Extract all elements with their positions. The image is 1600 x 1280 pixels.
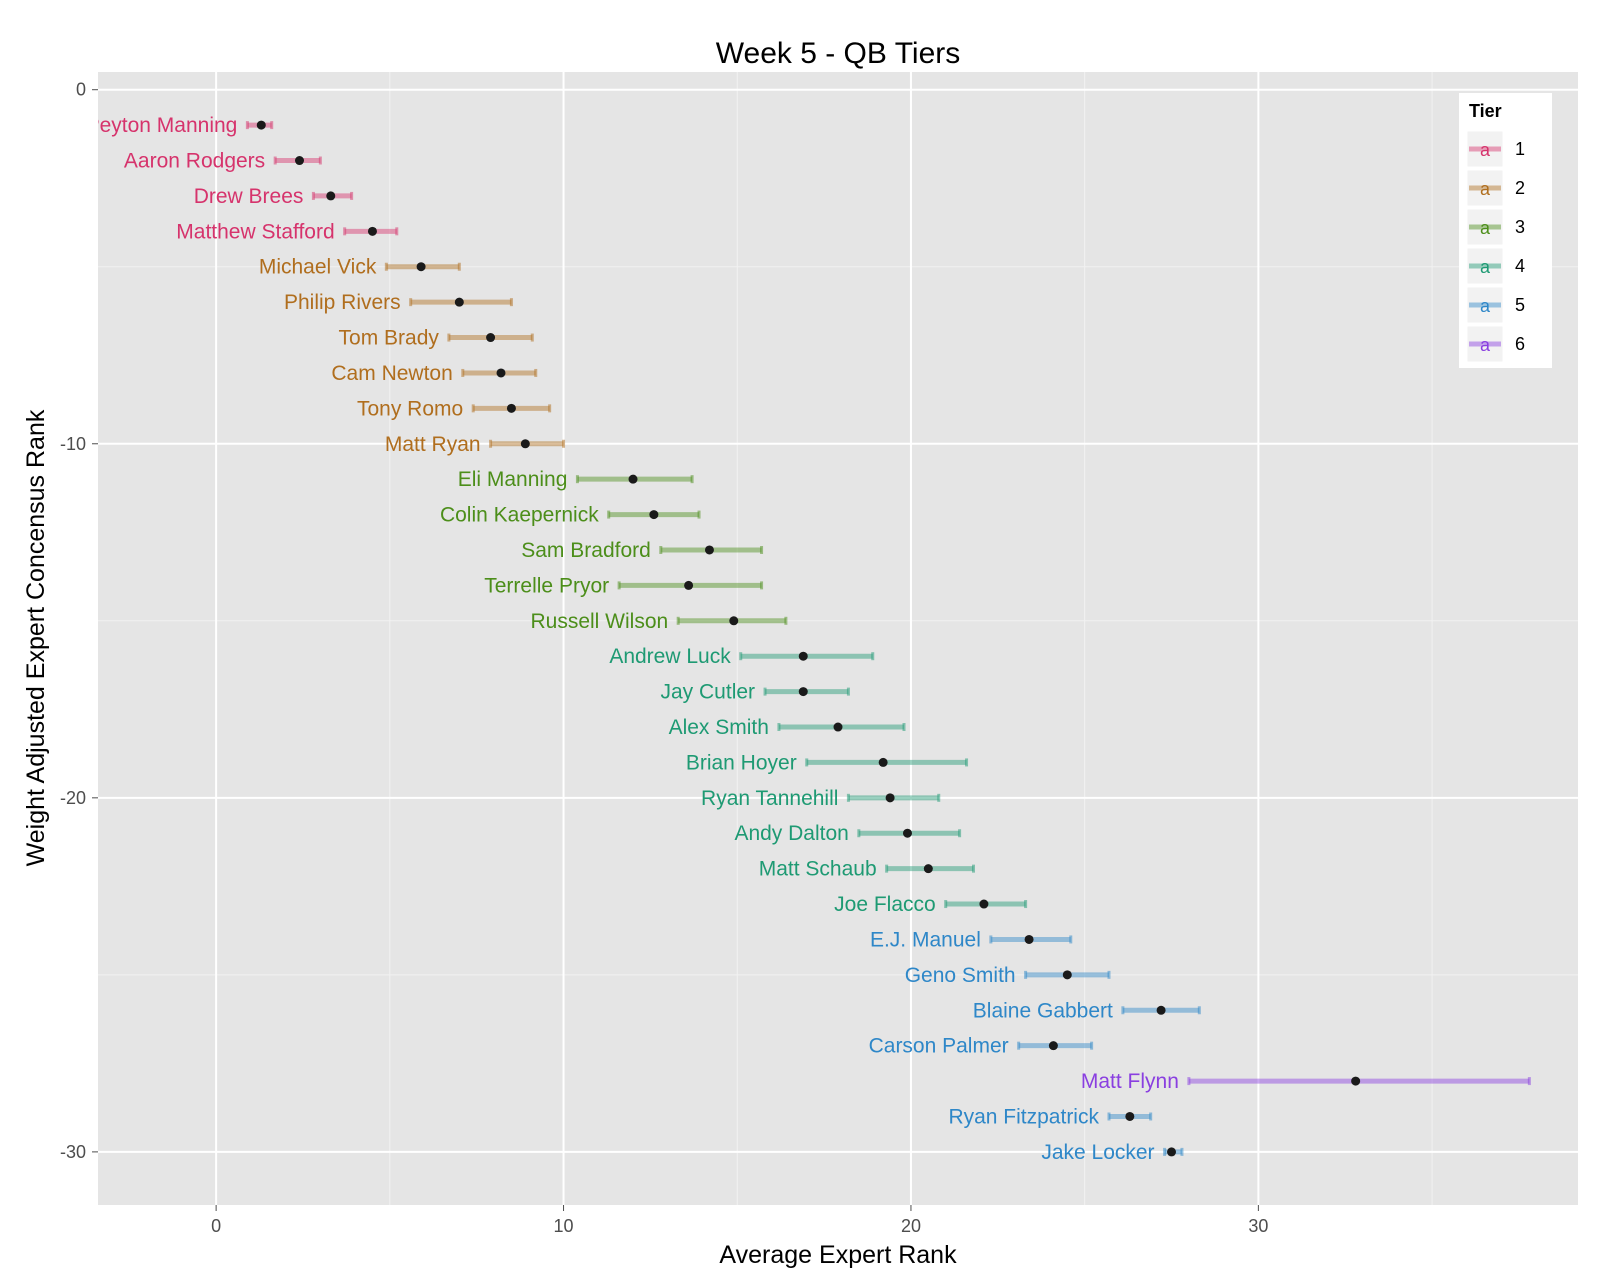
- player-label: Russell Wilson: [530, 610, 668, 633]
- player-label: Carson Palmer: [869, 1035, 1009, 1058]
- player-label: Aaron Rodgers: [124, 150, 265, 173]
- mean-points: [256, 120, 1361, 1157]
- mean-point: [684, 580, 694, 590]
- player-label: Geno Smith: [905, 964, 1016, 987]
- mean-point: [1062, 970, 1072, 980]
- mean-point: [367, 226, 377, 236]
- legend-title: Tier: [1469, 101, 1502, 121]
- mean-point: [256, 120, 266, 130]
- mean-point: [1125, 1111, 1135, 1121]
- player-label: Matt Flynn: [1081, 1070, 1179, 1093]
- legend-key: [1466, 286, 1504, 324]
- x-axis-title: Average Expert Rank: [719, 1241, 957, 1269]
- mean-point: [1351, 1076, 1361, 1086]
- player-label: Drew Brees: [194, 185, 304, 208]
- x-tick-label: 0: [211, 1216, 221, 1236]
- mean-point: [416, 262, 426, 272]
- legend-entry-label: 3: [1515, 217, 1525, 237]
- legend-key-letter: a: [1480, 218, 1491, 238]
- mean-point: [923, 864, 933, 874]
- y-tick-label: 0: [76, 80, 86, 100]
- chart-title: Week 5 - QB Tiers: [716, 37, 961, 70]
- player-label: Jay Cutler: [661, 681, 756, 704]
- legend-key: [1466, 325, 1504, 363]
- legend-key-letter: a: [1480, 296, 1491, 316]
- mean-point: [885, 793, 895, 803]
- x-axis: 0 10 20 30: [211, 1205, 1268, 1236]
- mean-point: [902, 828, 912, 838]
- legend-key: [1466, 169, 1504, 207]
- player-label: Sam Bradford: [521, 539, 651, 562]
- player-label: Ryan Fitzpatrick: [948, 1105, 1099, 1128]
- player-label: Tom Brady: [339, 327, 440, 350]
- y-tick-label: -10: [60, 434, 86, 454]
- player-label: Andrew Luck: [609, 645, 731, 668]
- mean-point: [1156, 1005, 1166, 1015]
- mean-point: [704, 545, 714, 555]
- mean-point: [506, 403, 516, 413]
- player-label: Peyton Manning: [86, 114, 238, 137]
- mean-point: [798, 651, 808, 661]
- player-label: Matt Schaub: [759, 858, 877, 881]
- player-label: Tony Romo: [357, 397, 463, 420]
- y-tick-label: -30: [60, 1142, 86, 1162]
- player-label: Ryan Tannehill: [701, 787, 838, 810]
- player-label: Michael Vick: [259, 256, 377, 279]
- mean-point: [729, 616, 739, 626]
- mean-point: [1167, 1147, 1177, 1157]
- x-tick-label: 10: [554, 1216, 574, 1236]
- player-label: Colin Kaepernick: [440, 504, 599, 527]
- legend-key-letter: a: [1480, 140, 1491, 160]
- player-label: Blaine Gabbert: [973, 999, 1113, 1022]
- player-label: Joe Flacco: [834, 893, 936, 916]
- legend-entry-label: 2: [1515, 178, 1525, 198]
- player-label: Cam Newton: [331, 362, 452, 385]
- y-axis: 0 -10 -20 -30: [60, 80, 98, 1162]
- legend-entry-label: 4: [1515, 256, 1525, 276]
- player-labels: Peyton Manning Aaron Rodgers Drew Brees Mat…: [86, 114, 1179, 1164]
- mean-point: [496, 368, 506, 378]
- player-label: Matt Ryan: [385, 433, 481, 456]
- player-label: E.J. Manuel: [870, 928, 981, 951]
- x-tick-label: 30: [1248, 1216, 1268, 1236]
- y-axis-title: Weight Adjusted Expert Concensus Rank: [22, 409, 50, 866]
- legend: Tier a 1 a 2 a 3 a 4 a 5 a 6: [1459, 93, 1552, 368]
- player-label: Andy Dalton: [734, 822, 848, 845]
- grid-major: [98, 72, 1578, 1205]
- y-tick-label: -20: [60, 788, 86, 808]
- player-label: Terrelle Pryor: [484, 574, 609, 597]
- mean-point: [979, 899, 989, 909]
- player-label: Brian Hoyer: [686, 751, 797, 774]
- legend-entry-label: 6: [1515, 334, 1525, 354]
- legend-key: [1466, 208, 1504, 246]
- mean-point: [295, 156, 305, 166]
- grid-minor: [98, 72, 1578, 1205]
- player-label: Matthew Stafford: [176, 220, 334, 243]
- player-label: Eli Manning: [458, 468, 568, 491]
- mean-point: [520, 439, 530, 449]
- mean-point: [798, 687, 808, 697]
- plot-panel: [98, 72, 1578, 1205]
- mean-point: [878, 757, 888, 767]
- player-label: Jake Locker: [1041, 1141, 1154, 1164]
- mean-point: [833, 722, 843, 732]
- player-label: Alex Smith: [669, 716, 769, 739]
- mean-point: [649, 510, 659, 520]
- legend-entry-label: 1: [1515, 139, 1525, 159]
- player-label: Philip Rivers: [284, 291, 401, 314]
- legend-entry-label: 5: [1515, 295, 1525, 315]
- legend-key-letter: a: [1480, 257, 1491, 277]
- legend-key-letter: a: [1480, 179, 1491, 199]
- mean-point: [454, 297, 464, 307]
- mean-point: [1024, 934, 1034, 944]
- mean-point: [486, 333, 496, 343]
- legend-key-letter: a: [1480, 335, 1491, 355]
- mean-point: [326, 191, 336, 201]
- legend-key: [1466, 247, 1504, 285]
- legend-key: [1466, 130, 1504, 168]
- x-tick-label: 20: [901, 1216, 921, 1236]
- mean-point: [1048, 1041, 1058, 1051]
- mean-point: [628, 474, 638, 484]
